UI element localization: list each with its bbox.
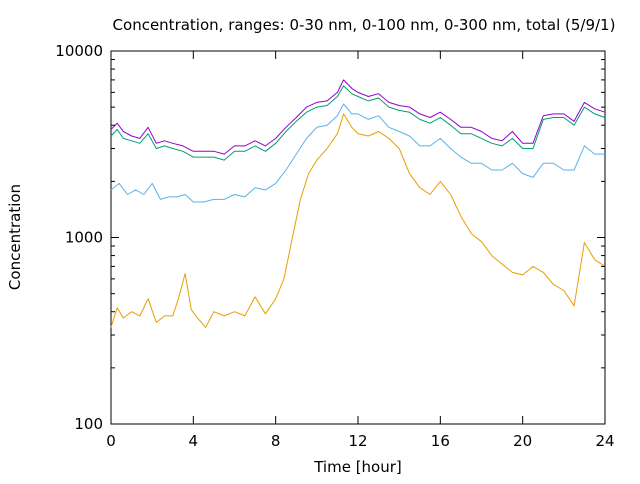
series-line-4 [110,79,606,155]
x-tick-label: 16 [431,432,450,450]
x-axis-label: Time [hour] [313,458,402,476]
x-tick-label: 4 [189,432,199,450]
series-layer [110,79,606,328]
x-tick-label: 20 [513,432,532,450]
chart-title: Concentration, ranges: 0-30 nm, 0-100 nm… [113,16,616,34]
y-tick-label: 100 [74,415,103,433]
y-tick-label: 1000 [65,229,103,247]
x-tick-label: 12 [348,432,367,450]
x-tick-label: 0 [106,432,116,450]
x-tick-label: 24 [595,432,614,450]
y-tick-label: 10000 [55,42,103,60]
series-line-1 [110,113,606,328]
y-axis-label: Concentration [6,184,24,290]
plot-frame [110,50,606,425]
tick-layer: 0 4 8 12 16 20 24 100 1000 10000 [55,42,614,450]
series-line-3 [110,85,606,161]
series-line-2 [110,103,605,203]
x-tick-label: 8 [271,432,281,450]
